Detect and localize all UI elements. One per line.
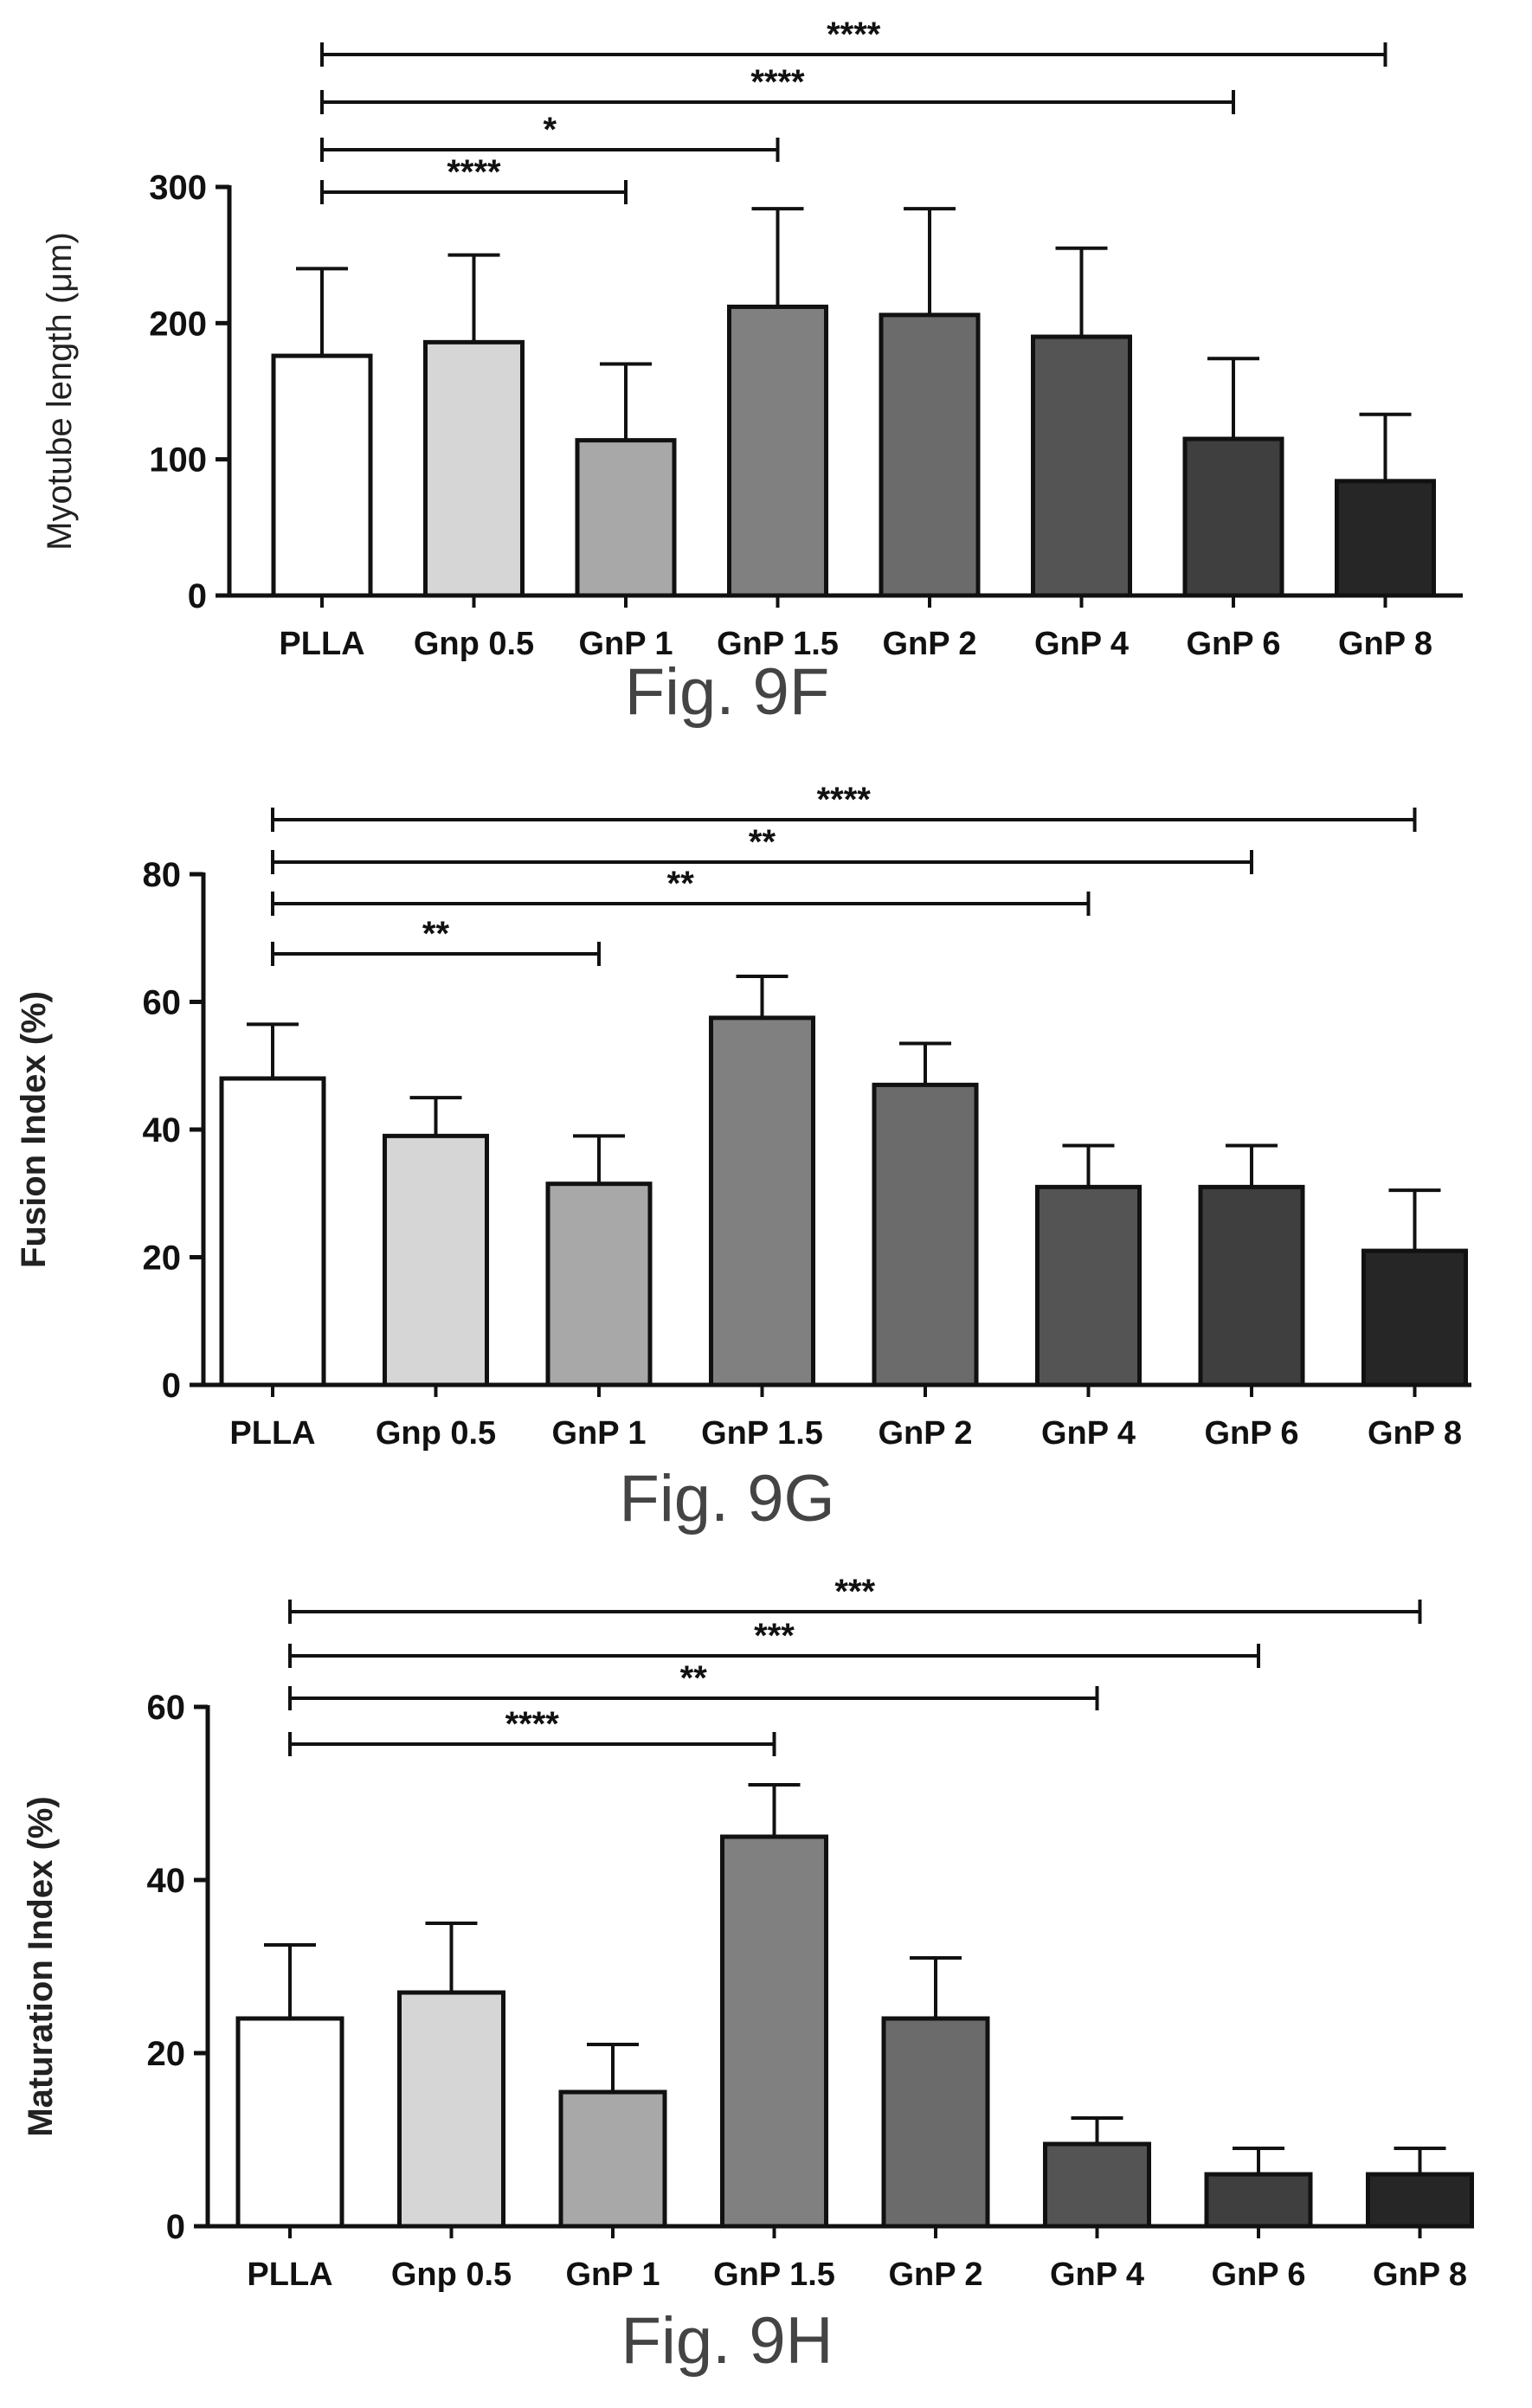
x-tick-label: GnP 6 (1204, 1415, 1298, 1452)
y-tick-label: 40 (147, 1862, 186, 1900)
x-tick-label: GnP 4 (1034, 626, 1129, 662)
y-tick-label: 20 (147, 2035, 186, 2073)
bar-gnp-2 (881, 2016, 990, 2229)
bar-gnp-0-5 (383, 1133, 489, 1387)
x-tick-label: Gnp 0.5 (414, 626, 534, 662)
bar-plla (271, 353, 373, 598)
significance-label: *** (754, 1617, 795, 1655)
x-tick-label: GnP 2 (888, 2257, 982, 2293)
x-tick-label: PLLA (229, 1415, 315, 1452)
x-tick-label: GnP 1.5 (701, 1415, 823, 1452)
bar-gnp-1 (575, 438, 677, 598)
y-tick-label: 100 (149, 441, 207, 480)
x-tick-label: GnP 8 (1373, 2257, 1467, 2293)
y-tick-label: 0 (162, 1367, 181, 1405)
x-tick-label: GnP 1 (551, 1415, 646, 1452)
x-tick-label: GnP 1 (578, 626, 673, 662)
figure-caption: Fig. 9G (619, 1462, 834, 1536)
bar-gnp-8 (1335, 479, 1436, 598)
x-tick-label: GnP 6 (1211, 2257, 1305, 2293)
bar-gnp-6 (1198, 1184, 1305, 1387)
bar-gnp-0-5 (397, 1990, 505, 2229)
bar-gnp-1 (545, 1181, 653, 1387)
bar-gnp-4 (1031, 334, 1132, 598)
significance-label: **** (447, 153, 501, 191)
bar-gnp-1-5 (720, 1834, 828, 2229)
y-tick-label: 80 (143, 856, 182, 894)
bar-gnp-0-5 (423, 339, 525, 598)
x-tick-label: PLLA (279, 626, 364, 662)
x-tick-label: Gnp 0.5 (391, 2257, 512, 2293)
bar-gnp-8 (1366, 2172, 1474, 2229)
chart-fusion-index: 0 20 40 60 80 Fusion Index (%) PLLA Gnp 0.5 GnP … (15, 781, 1471, 1536)
significance-label: **** (827, 16, 881, 54)
y-tick-label: 300 (149, 169, 207, 207)
bar-gnp-6 (1182, 436, 1284, 598)
x-tick-label: GnP 8 (1368, 1415, 1462, 1452)
y-tick-label: 0 (188, 577, 207, 615)
x-tick-label: GnP 6 (1186, 626, 1280, 662)
x-tick-label: PLLA (247, 2257, 332, 2293)
x-tick-label: GnP 4 (1050, 2257, 1144, 2293)
x-tick-label: GnP 2 (878, 1415, 972, 1452)
y-tick-label: 0 (166, 2208, 185, 2246)
x-tick-label: GnP 8 (1338, 626, 1432, 662)
bar-plla (235, 2016, 344, 2229)
significance-label: ** (667, 865, 695, 903)
x-tick-label: GnP 1.5 (713, 2257, 835, 2293)
y-axis-label: Myotube length (μm) (41, 232, 79, 550)
chart-maturation-index: 0 20 40 60 Maturation Index (%) PLLA Gnp 0.5 Gn… (22, 1573, 1474, 2378)
bar-plla (219, 1076, 326, 1387)
significance-label: ** (680, 1659, 708, 1697)
figure-9f: 0 100 200 300 Myotube length (μm) PLLA Gnp 0.5… (0, 0, 1532, 762)
significance-label: ** (749, 823, 776, 861)
x-tick-label: Gnp 0.5 (376, 1415, 496, 1452)
bar-gnp-1 (558, 2089, 667, 2229)
x-tick-label: GnP 1 (565, 2257, 660, 2293)
significance-label: *** (834, 1573, 875, 1611)
chart-myotube-length: 0 100 200 300 Myotube length (μm) PLLA Gnp 0.5… (41, 16, 1463, 729)
bar-gnp-2 (879, 312, 981, 598)
y-axis-label: Maturation Index (%) (22, 1796, 60, 2136)
x-tick-label: GnP 4 (1041, 1415, 1136, 1452)
bar-gnp-1-5 (727, 304, 828, 598)
significance-label: **** (817, 781, 872, 819)
significance-label: **** (505, 1705, 560, 1743)
significance-label: ** (422, 915, 450, 953)
y-axis-label: Fusion Index (%) (15, 991, 53, 1268)
figure-caption: Fig. 9F (625, 655, 830, 729)
y-tick-label: 40 (143, 1111, 182, 1149)
bar-gnp-4 (1035, 1184, 1142, 1387)
figure-9h: 0 20 40 60 Maturation Index (%) PLLA Gnp 0.5 Gn… (0, 1567, 1532, 2408)
x-tick-label: GnP 1.5 (717, 626, 839, 662)
bar-gnp-4 (1043, 2141, 1151, 2229)
y-tick-label: 60 (143, 984, 182, 1022)
significance-label: **** (750, 63, 805, 101)
bar-gnp-1-5 (709, 1015, 815, 1387)
y-tick-label: 200 (149, 305, 207, 343)
y-tick-label: 60 (147, 1689, 186, 1727)
bar-gnp-6 (1204, 2172, 1313, 2229)
x-tick-label: GnP 2 (882, 626, 976, 662)
bar-gnp-2 (872, 1082, 979, 1387)
significance-label: * (543, 111, 557, 149)
figure-caption: Fig. 9H (621, 2304, 834, 2378)
y-tick-label: 20 (143, 1239, 182, 1278)
bar-gnp-8 (1361, 1248, 1468, 1387)
figure-9g: 0 20 40 60 80 Fusion Index (%) PLLA Gnp 0.5 GnP … (0, 762, 1532, 1567)
